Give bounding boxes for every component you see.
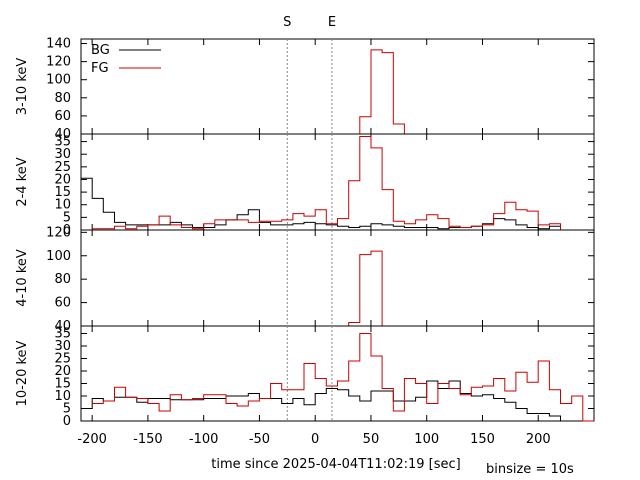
panel-2 <box>80 133 595 231</box>
panel-1 <box>80 38 595 135</box>
legend-label-fg: FG <box>91 61 109 76</box>
series-bg-step-line <box>81 177 583 231</box>
x-tick-label: 150 <box>470 432 495 447</box>
panel-ylabel: 2-4 keV <box>15 157 30 206</box>
y-tick-label: 5 <box>63 402 71 417</box>
y-tick-label: 25 <box>54 160 71 175</box>
y-tick-label: 35 <box>54 135 71 150</box>
y-tick-label: 120 <box>46 225 71 240</box>
y-tick-label: 60 <box>54 296 71 311</box>
x-tick-label: 100 <box>414 432 439 447</box>
series-fg-step-line <box>92 250 594 327</box>
y-tick-label: 35 <box>54 327 71 342</box>
legend-label-bg: BG <box>91 43 110 58</box>
y-tick-label: 60 <box>54 109 71 124</box>
x-tick-label: -100 <box>189 432 219 447</box>
x-axis-label: time since 2025-04-04T11:02:19 [sec] <box>211 457 460 472</box>
y-tick-label: 10 <box>54 198 71 213</box>
panel-4 <box>80 325 595 422</box>
series-fg-step-line <box>92 333 594 422</box>
x-tick-label: 200 <box>526 432 551 447</box>
x-tick-label: 50 <box>363 432 380 447</box>
y-tick-label: 30 <box>54 339 71 354</box>
x-tick-label: -150 <box>133 432 163 447</box>
y-tick-label: 140 <box>46 37 71 52</box>
series-fg-step-line <box>92 136 594 231</box>
series-fg-step-line <box>92 49 594 135</box>
panel-ylabel: 3-10 keV <box>15 58 30 116</box>
y-tick-label: 40 <box>54 127 71 142</box>
marker-label-S: S <box>283 15 291 30</box>
y-tick-label: 0 <box>63 414 71 429</box>
y-tick-label: 100 <box>46 249 71 264</box>
y-tick-label: 120 <box>46 55 71 70</box>
x-tick-label: 0 <box>311 432 319 447</box>
y-tick-label: 20 <box>54 172 71 187</box>
x-tick-label: -200 <box>77 432 107 447</box>
panel-frame <box>80 325 595 422</box>
y-tick-label: 25 <box>54 352 71 367</box>
y-tick-label: 0 <box>63 223 71 238</box>
x-tick-label: -50 <box>249 432 270 447</box>
panel-frame <box>80 229 595 327</box>
y-tick-label: 40 <box>54 319 71 334</box>
panel-frame <box>80 38 595 135</box>
y-tick-label: 15 <box>54 377 71 392</box>
y-tick-label: 10 <box>54 389 71 404</box>
y-tick-label: 100 <box>46 73 71 88</box>
panel-ylabel: 10-20 keV <box>15 340 30 406</box>
y-tick-label: 80 <box>54 91 71 106</box>
y-tick-label: 5 <box>63 210 71 225</box>
y-tick-label: 15 <box>54 185 71 200</box>
y-tick-label: 30 <box>54 147 71 162</box>
panel-ylabel: 4-10 keV <box>15 249 30 307</box>
binsize-annotation: binsize = 10s <box>486 462 574 477</box>
y-tick-label: 80 <box>54 272 71 287</box>
y-tick-label: 20 <box>54 364 71 379</box>
marker-label-E: E <box>328 15 336 30</box>
panel-frame <box>80 133 595 231</box>
panel-3 <box>80 229 595 327</box>
